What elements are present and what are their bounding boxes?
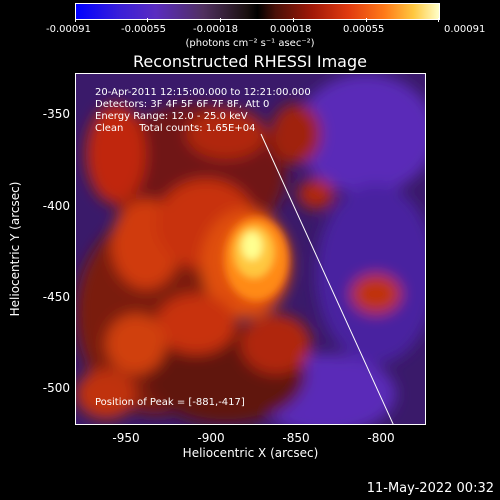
colorbar-tickmark (293, 18, 294, 22)
colorbar-tick-label: 0.00018 (270, 24, 312, 35)
colorbar-tickmark (366, 18, 367, 22)
image-plot: 20-Apr-2011 12:15:00.000 to 12:21:00.000… (75, 73, 426, 425)
colorbar-tickmark (147, 18, 148, 22)
peak-emission (224, 217, 288, 301)
info-energy-range: Energy Range: 12.0 - 25.0 keV (95, 111, 248, 122)
x-axis-label: Heliocentric X (arcsec) (182, 446, 319, 460)
rhessi-image (76, 74, 425, 424)
colorbar-tick-label: -0.00091 (46, 24, 91, 35)
colorbar (75, 3, 440, 20)
footer-timestamp: 11-May-2022 00:32 (366, 481, 494, 496)
info-clean: Clean Total counts: 1.65E+04 (95, 123, 256, 134)
colorbar-tick-label: 0.00091 (444, 24, 486, 35)
y-tick-label: -400 (42, 199, 70, 213)
colorbar-tick-label: 0.00055 (343, 24, 385, 35)
info-time-range: 20-Apr-2011 12:15:00.000 to 12:21:00.000 (95, 87, 311, 98)
peak-position-label: Position of Peak = [-881,-417] (95, 397, 245, 408)
colorbar-gradient (76, 4, 439, 19)
colorbar-tickmark (220, 18, 221, 22)
plot-title: Reconstructed RHESSI Image (133, 52, 367, 71)
colorbar-unit-label: (photons cm⁻² s⁻¹ asec⁻²) (185, 38, 315, 49)
solar-limb-line (260, 133, 394, 424)
x-tick-label: -950 (112, 431, 140, 445)
y-axis-label: Heliocentric Y (arcsec) (8, 181, 22, 317)
x-tick-label: -900 (197, 431, 225, 445)
colorbar-tick-label: -0.00018 (193, 24, 238, 35)
colorbar-tickmark (75, 18, 76, 22)
x-tick-label: -850 (282, 431, 310, 445)
y-tick-label: -450 (42, 290, 70, 304)
x-tick-label: -800 (367, 431, 395, 445)
colorbar-tickmark (438, 18, 439, 22)
info-detectors: Detectors: 3F 4F 5F 6F 7F 8F, Att 0 (95, 99, 270, 110)
emission-blobs (76, 74, 425, 424)
y-tick-label: -500 (42, 381, 70, 395)
colorbar-tick-label: -0.00055 (121, 24, 166, 35)
y-tick-label: -350 (42, 107, 70, 121)
